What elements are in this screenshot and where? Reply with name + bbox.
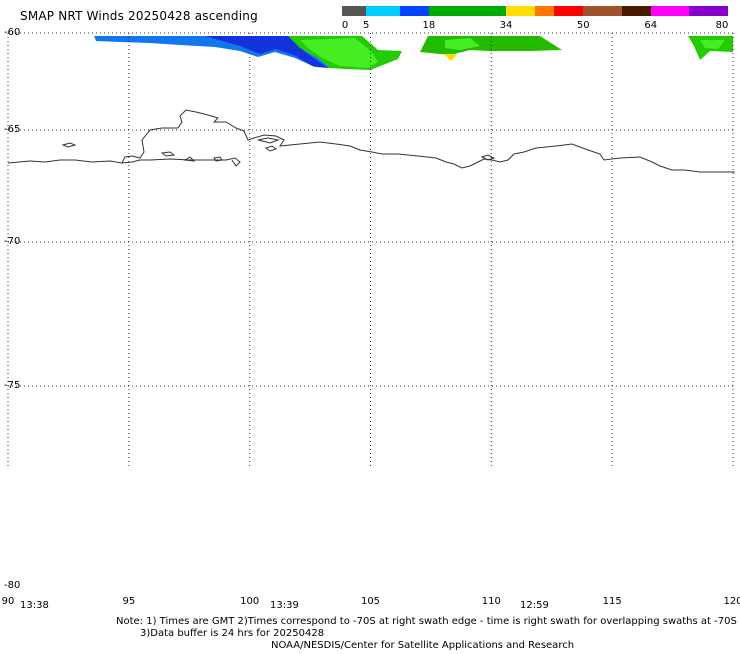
colorbar-segment xyxy=(689,6,728,16)
colorbar-tick-label: 50 xyxy=(576,20,590,31)
swath-time-1: 13:38 xyxy=(20,600,49,611)
credit-line: NOAA/NESDIS/Center for Satellite Applica… xyxy=(271,640,575,651)
longitude-label: 110 xyxy=(481,596,501,607)
colorbar-segment xyxy=(428,6,507,16)
colorbar-segment xyxy=(342,6,367,16)
colorbar-segment xyxy=(399,6,429,16)
colorbar-tick-label: 0 xyxy=(341,20,349,31)
longitude-label: 105 xyxy=(360,596,381,607)
colorbar-segment xyxy=(506,6,535,16)
latitude-label: -75 xyxy=(4,380,21,391)
colorbar-segment xyxy=(650,6,690,16)
colorbar-segment xyxy=(535,6,555,16)
island-5 xyxy=(264,145,278,152)
island-1 xyxy=(61,142,77,148)
colorbar-segment xyxy=(621,6,651,16)
map-title: SMAP NRT Winds 20250428 ascending xyxy=(20,9,258,23)
longitude-label: 120 xyxy=(723,596,740,607)
antarctic-coastline xyxy=(7,109,735,173)
colorbar-segment xyxy=(554,6,584,16)
longitude-label: 95 xyxy=(122,596,136,607)
longitude-label: 100 xyxy=(240,596,260,607)
latitude-label: -60 xyxy=(4,27,21,38)
wind-swath-green-1-inner xyxy=(300,38,378,68)
island-4 xyxy=(183,156,196,162)
wind-speed-colorbar xyxy=(342,6,728,16)
island-7 xyxy=(480,154,496,161)
wind-swath-yellow xyxy=(444,54,458,61)
latitude-label: -80 xyxy=(4,580,21,591)
note-line-2: 3)Data buffer is 24 hrs for 20250428 xyxy=(140,628,325,639)
latitude-label: -70 xyxy=(4,236,21,247)
coastline-inner xyxy=(121,157,241,167)
coastline xyxy=(7,109,735,173)
colorbar-tick-label: 5 xyxy=(362,20,370,31)
notes: Note: 1) Times are GMT 2)Times correspon… xyxy=(116,616,737,652)
longitude-label: 90 xyxy=(1,596,15,607)
colorbar-tick-label: 34 xyxy=(499,20,513,31)
note-line-1: Note: 1) Times are GMT 2)Times correspon… xyxy=(116,616,737,627)
longitude-label: 115 xyxy=(602,596,622,607)
island-3 xyxy=(257,137,280,144)
colorbar-segment xyxy=(366,6,400,16)
island-2 xyxy=(160,151,176,157)
island-6 xyxy=(213,156,223,162)
colorbar-segment xyxy=(583,6,622,16)
swath-time-3: 12:59 xyxy=(520,600,549,611)
colorbar-tick-label: 64 xyxy=(644,20,658,31)
colorbar-tick-label: 80 xyxy=(715,20,729,31)
swath-time-2: 13:39 xyxy=(270,600,299,611)
colorbar-tick-label: 18 xyxy=(422,20,436,31)
gridlines xyxy=(7,32,734,466)
wind-swath-green-3-inner xyxy=(700,40,725,49)
wind-swath-green-2-inner xyxy=(445,38,480,50)
latitude-label: -65 xyxy=(4,124,21,135)
wind-swaths xyxy=(94,36,733,70)
